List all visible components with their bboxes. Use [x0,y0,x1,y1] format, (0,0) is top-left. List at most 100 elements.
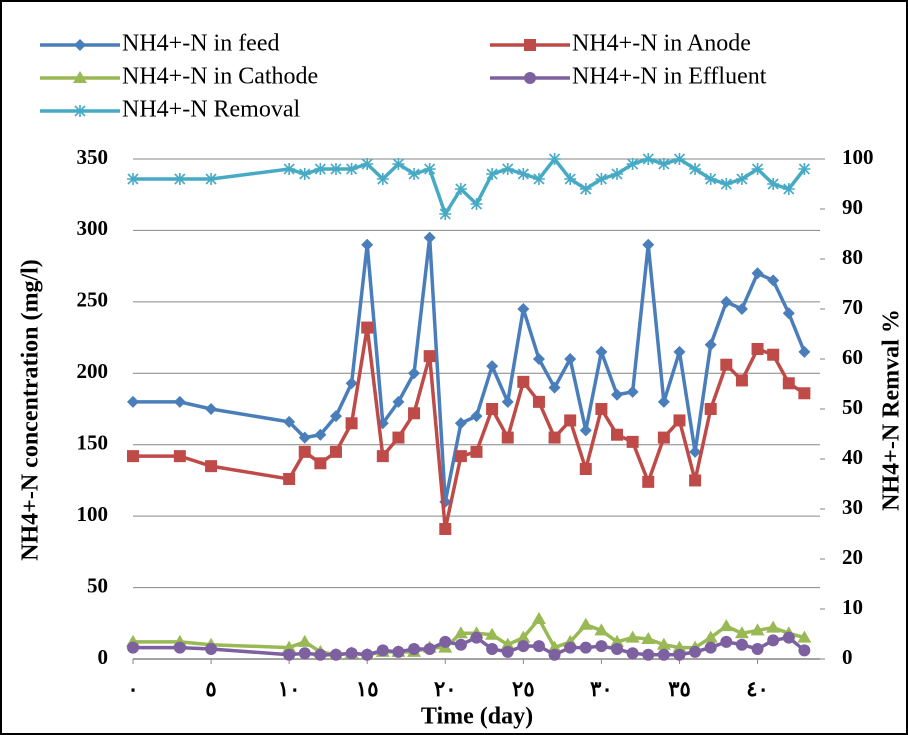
x-axis-title: Time (day) [421,704,533,730]
marker [173,641,186,654]
marker [283,648,296,661]
marker [595,640,608,653]
marker [782,183,795,195]
marker [127,395,139,408]
marker [689,645,702,658]
marker [751,343,764,355]
marker [579,463,592,475]
marker [392,431,405,444]
marker [517,168,530,180]
marker [127,450,139,463]
marker [579,641,592,654]
x-tick-label: ٣٠ [590,677,613,701]
legend-label: NH4+-N Removal [122,97,301,123]
marker [453,626,468,639]
marker [767,634,780,647]
marker [626,385,639,398]
y2-tick-label: 90 [842,195,863,219]
marker [548,153,561,165]
marker [548,431,561,444]
marker [205,643,218,655]
marker [298,168,311,180]
marker [720,178,733,190]
marker [205,173,218,185]
marker [283,415,296,428]
marker [657,395,670,408]
marker [392,158,405,170]
marker [501,645,514,658]
marker [782,631,795,644]
marker [720,295,733,308]
marker [595,173,608,185]
marker [329,648,342,661]
marker [501,431,514,444]
marker [656,637,671,650]
marker [454,638,467,651]
marker [205,460,218,473]
marker [361,321,374,334]
marker [751,267,764,280]
legend-label: NH4+-N in Effluent [572,64,767,90]
marker [547,640,562,653]
marker [642,153,655,165]
y-tick-label: 250 [77,288,109,312]
marker [470,445,483,458]
marker [423,163,436,175]
marker [314,457,327,470]
marker [735,638,748,651]
marker [735,173,748,185]
marker [798,644,811,657]
marker [704,641,717,654]
marker [767,178,780,190]
marker [127,173,139,185]
marker [314,648,327,661]
marker [689,163,702,175]
marker [750,623,765,636]
marker [719,619,734,632]
marker [751,163,764,175]
marker [641,632,656,644]
marker [298,445,311,458]
marker [361,238,374,251]
y2-tick-label: 40 [842,445,863,469]
marker [595,345,608,358]
marker [283,163,296,175]
marker [392,395,405,408]
marker [500,637,515,650]
marker [766,620,781,633]
y-tick-label: 150 [77,431,109,455]
marker [408,407,421,420]
marker [485,627,500,640]
marker [642,475,655,488]
marker [734,626,749,639]
y-axis-title: NH4+-N concentration (mg/l) [18,259,44,561]
y2-tick-label: 60 [842,345,863,369]
marker [657,431,670,444]
marker [611,388,624,401]
marker [74,105,86,117]
marker [205,403,218,415]
marker [361,648,374,661]
marker [501,395,514,408]
marker [532,353,545,365]
marker [408,643,421,655]
marker [454,417,467,430]
marker [767,348,780,361]
marker [720,635,733,648]
y2-tick-label: 100 [842,145,874,169]
x-tick-label: ١٠ [278,677,301,701]
marker [531,612,546,624]
marker [127,641,139,654]
marker [74,39,86,51]
marker [423,350,436,363]
marker [642,238,655,251]
y2-tick-label: 50 [842,395,863,419]
marker [704,338,717,351]
y2-tick-label: 10 [842,595,863,619]
marker [548,648,561,661]
marker [501,163,514,175]
x-tick-label: ٢٥ [512,677,535,701]
marker [524,39,536,51]
marker [798,387,811,400]
